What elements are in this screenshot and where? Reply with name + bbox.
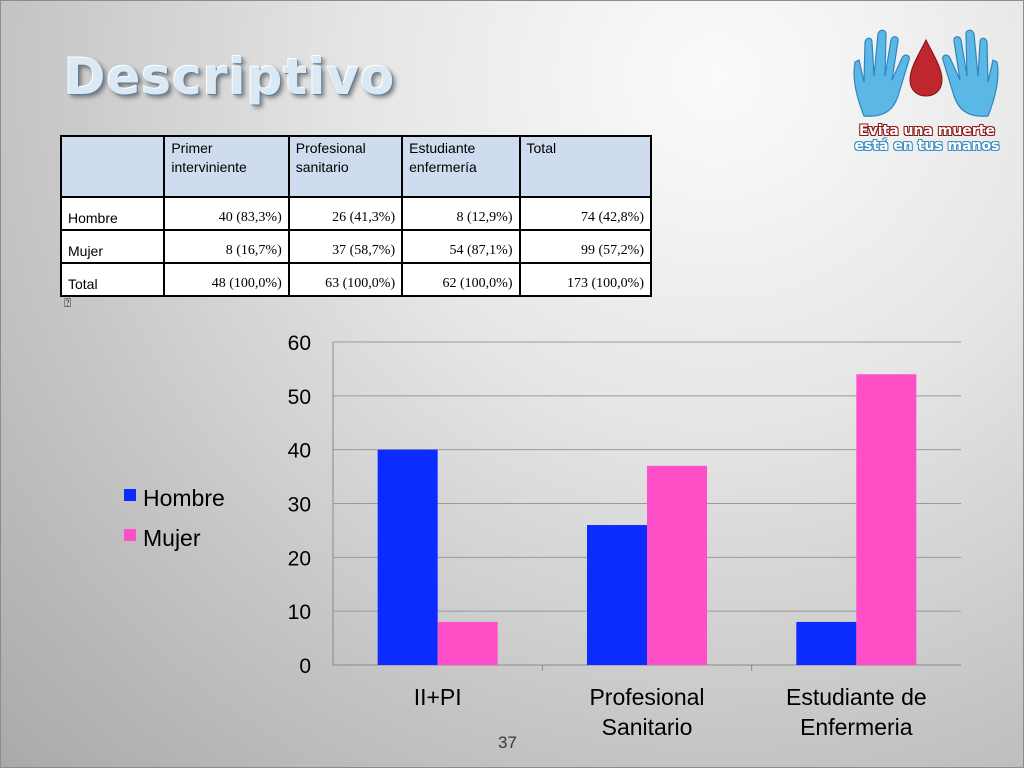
- table-note-glyph: ⍰: [64, 296, 72, 310]
- campaign-logo: Evita una muerte está en tus manos: [846, 26, 1006, 160]
- table-row: Total 48 (100,0%) 63 (100,0%) 62 (100,0%…: [59, 262, 653, 297]
- table-cell: 63 (100,0%): [287, 262, 404, 297]
- chart-legend: Hombre Mujer: [124, 485, 225, 551]
- y-tick-label: 30: [288, 494, 311, 517]
- table-cell: 37 (58,7%): [287, 229, 404, 264]
- legend-label-mujer: Mujer: [143, 525, 201, 551]
- table-cell: 62 (100,0%): [401, 262, 521, 297]
- x-category-label: Estudiante de: [786, 684, 927, 710]
- data-table: Primer interviniente Profesional sanitar…: [59, 135, 653, 297]
- x-category-label: Sanitario: [602, 714, 693, 740]
- table-header-cell: Total: [518, 135, 653, 198]
- table-row-label: Mujer: [59, 229, 166, 264]
- legend-swatch-mujer: [124, 529, 136, 541]
- table-corner-cell: [59, 135, 166, 198]
- y-tick-label: 50: [288, 386, 311, 409]
- y-tick-label: 40: [288, 440, 311, 463]
- bar-mujer-1: [647, 465, 707, 665]
- bar-chart: 0 10 20 30 40 50 60 II+PI Profesional Sanitario Es…: [124, 332, 961, 740]
- y-tick-label: 10: [288, 601, 311, 624]
- table-row: Mujer 8 (16,7%) 37 (58,7%) 54 (87,1%) 99…: [59, 229, 653, 264]
- bar-hombre-1: [587, 525, 647, 665]
- logo-slogan-line1: Evita una muerte: [859, 123, 995, 139]
- chart-labels: 0 10 20 30 40 50 60 II+PI Profesional Sanitario Es…: [288, 332, 927, 740]
- legend-swatch-hombre: [124, 489, 136, 501]
- bar-hombre-2: [796, 621, 857, 665]
- table-cell: 26 (41,3%): [287, 196, 404, 231]
- table-header-cell: Estudiante enfermería: [401, 135, 521, 198]
- logo-slogan-line2: está en tus manos: [854, 138, 1000, 154]
- table-header-row: Primer interviniente Profesional sanitar…: [59, 135, 653, 198]
- table-cell: 173 (100,0%): [518, 262, 653, 297]
- table-header-cell: Primer interviniente: [163, 135, 290, 198]
- bar-mujer-0: [437, 621, 498, 665]
- bar-mujer-2: [856, 374, 917, 665]
- table-cell: 99 (57,2%): [518, 229, 653, 264]
- bar-hombre-0: [377, 449, 438, 665]
- table-cell: 74 (42,8%): [518, 196, 653, 231]
- y-tick-label: 0: [299, 655, 311, 678]
- table-cell: 8 (12,9%): [401, 196, 521, 231]
- table-header-cell: Profesional sanitario: [287, 135, 404, 198]
- table-cell: 8 (16,7%): [163, 229, 290, 264]
- table-cell: 48 (100,0%): [163, 262, 290, 297]
- table-row-label: Total: [59, 262, 166, 297]
- legend-label-hombre: Hombre: [143, 485, 225, 511]
- page-number: 37: [498, 733, 517, 752]
- y-tick-label: 20: [288, 547, 311, 570]
- y-tick-label: 60: [288, 332, 311, 355]
- table-cell: 54 (87,1%): [401, 229, 521, 264]
- table-row-label: Hombre: [59, 196, 166, 231]
- x-category-label: II+PI: [414, 684, 462, 710]
- chart-bars: [377, 374, 917, 665]
- x-category-label: Enfermeria: [800, 714, 913, 740]
- hands-drop-icon: [853, 29, 999, 117]
- x-category-label: Profesional: [589, 684, 704, 710]
- table-row: Hombre 40 (83,3%) 26 (41,3%) 8 (12,9%) 7…: [59, 196, 653, 231]
- table-cell: 40 (83,3%): [163, 196, 290, 231]
- slide-title: Descriptivo: [64, 48, 396, 106]
